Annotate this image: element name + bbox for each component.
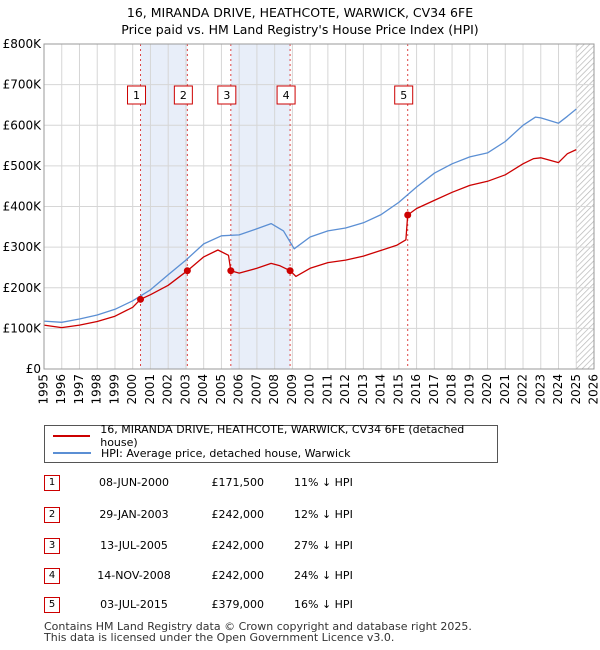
hpi-line (43, 108, 577, 323)
y-tick-label-600000: £600K (3, 118, 43, 132)
y-tick-label-200000: £200K (3, 281, 43, 295)
sale-point-5 (404, 211, 412, 219)
sale-marker-5: 5 (44, 597, 60, 613)
legend-label-property: 16, MIRANDA DRIVE, HEATHCOTE, WARWICK, C… (100, 423, 465, 449)
x-tick-label-2023: 2023 (533, 374, 547, 405)
sale-date-3: 13-JUL-2005 (100, 539, 168, 552)
sale-row-3: 3 13-JUL-2005 £242,000 27% ↓ HPI (44, 538, 444, 554)
sale-label-box-3 (217, 85, 237, 105)
sale-row-5: 5 03-JUL-2015 £379,000 16% ↓ HPI (44, 597, 444, 613)
sale-point-3 (227, 267, 235, 275)
sale-marker-3: 3 (44, 538, 60, 554)
footer: Contains HM Land Registry data © Crown c… (44, 621, 472, 643)
x-tick-label-2022: 2022 (516, 374, 530, 405)
x-tick-label-2009: 2009 (285, 374, 299, 405)
x-tick-label-2007: 2007 (249, 374, 263, 405)
x-tick-label-2017: 2017 (427, 374, 441, 405)
chart-title-line1: 16, MIRANDA DRIVE, HEATHCOTE, WARWICK, C… (126, 5, 474, 20)
x-tick-label-2018: 2018 (445, 374, 459, 405)
x-tick-label-2013: 2013 (356, 374, 370, 405)
x-tick-label-1998: 1998 (90, 374, 104, 405)
chart-title: 16, MIRANDA DRIVE, HEATHCOTE, WARWICK, C… (0, 4, 600, 38)
sale-label-box-4 (276, 85, 296, 105)
legend: 16, MIRANDA DRIVE, HEATHCOTE, WARWICK, C… (44, 423, 498, 463)
x-tick-label-2012: 2012 (338, 374, 352, 405)
sale-label-5: 5 (400, 89, 407, 102)
x-tick-label-2006: 2006 (232, 374, 246, 405)
x-tick-label-2019: 2019 (462, 374, 476, 405)
sale-label-4: 4 (283, 89, 290, 102)
footer-licence: This data is licensed under the Open Gov… (44, 631, 395, 644)
x-tick-label-2026: 2026 (587, 374, 600, 405)
x-tick-label-2004: 2004 (196, 374, 210, 405)
x-tick-label-2002: 2002 (161, 374, 175, 405)
x-tick-label-2010: 2010 (303, 374, 317, 405)
sale-date-5: 03-JUL-2015 (100, 598, 168, 611)
y-tick-label-700000: £700K (3, 78, 43, 92)
y-tick-label-0: £0 (26, 362, 41, 376)
x-tick-label-2008: 2008 (267, 374, 281, 405)
sale-hpi-3: 27% ↓ HPI (294, 539, 353, 552)
sale-point-4 (286, 267, 294, 275)
legend-item-hpi: HPI: Average price, detached house, Warw… (53, 445, 351, 461)
y-tick-label-800000: £800K (3, 37, 43, 51)
y-tick-label-500000: £500K (3, 159, 43, 173)
sale-price-4: £242,000 (211, 569, 265, 582)
sale-point-2 (183, 267, 191, 275)
sale-price-2: £242,000 (211, 508, 265, 521)
x-tick-label-1999: 1999 (107, 374, 121, 405)
legend-swatch-hpi (53, 452, 91, 454)
x-tick-label-1996: 1996 (54, 374, 68, 405)
sale-marker-4: 4 (44, 568, 60, 584)
footer-copyright: Contains HM Land Registry data © Crown c… (44, 620, 472, 633)
y-tick-label-400000: £400K (3, 200, 43, 214)
sale-date-4: 14-NOV-2008 (97, 569, 171, 582)
sale-price-3: £242,000 (211, 539, 265, 552)
x-tick-label-2003: 2003 (178, 374, 192, 405)
legend-swatch-property (53, 435, 91, 437)
sale-label-3: 3 (223, 89, 230, 102)
x-tick-label-2020: 2020 (480, 374, 494, 405)
y-tick-label-300000: £300K (3, 240, 43, 254)
sale-marker-1: 1 (44, 475, 60, 491)
x-tick-label-1997: 1997 (72, 374, 86, 405)
property-price-line (43, 149, 577, 329)
x-tick-label-2014: 2014 (374, 374, 388, 405)
sale-row-2: 2 29-JAN-2003 £242,000 12% ↓ HPI (44, 507, 444, 523)
legend-item-property: 16, MIRANDA DRIVE, HEATHCOTE, WARWICK, C… (53, 423, 497, 449)
sale-marker-2: 2 (44, 507, 60, 523)
sale-label-box-2 (173, 85, 193, 105)
sale-label-box-5 (394, 85, 414, 105)
y-tick-label-100000: £100K (3, 321, 43, 335)
legend-label-hpi: HPI: Average price, detached house, Warw… (101, 446, 351, 460)
x-tick-label-2024: 2024 (551, 374, 565, 405)
sale-row-1: 1 08-JUN-2000 £171,500 11% ↓ HPI (44, 475, 444, 491)
sale-label-box-1 (127, 85, 147, 105)
sale-price-5: £379,000 (211, 598, 265, 611)
x-tick-label-2001: 2001 (143, 374, 157, 405)
sale-row-4: 4 14-NOV-2008 £242,000 24% ↓ HPI (44, 568, 444, 584)
x-tick-label-2015: 2015 (391, 374, 405, 405)
plot-frame (43, 43, 595, 370)
x-tick-label-2000: 2000 (125, 374, 139, 405)
x-tick-label-2005: 2005 (214, 374, 228, 405)
chart-title-line2: Price paid vs. HM Land Registry's House … (121, 22, 479, 37)
sale-hpi-4: 24% ↓ HPI (294, 569, 353, 582)
price-chart: 1 2 3 4 5 £0 £100K £200K £300K £400K £500K £600K £70… (3, 37, 600, 405)
x-tick-label-2016: 2016 (409, 374, 423, 405)
sale-date-1: 08-JUN-2000 (98, 476, 170, 489)
x-tick-label-1995: 1995 (37, 374, 51, 405)
x-tick-label-2011: 2011 (320, 374, 334, 405)
sale-label-2: 2 (180, 89, 187, 102)
sale-hpi-1: 11% ↓ HPI (294, 476, 353, 489)
sale-point-1 (137, 295, 145, 303)
x-tick-label-2021: 2021 (498, 374, 512, 405)
sale-label-1: 1 (133, 89, 140, 102)
sale-date-2: 29-JAN-2003 (99, 508, 169, 521)
x-tick-label-2025: 2025 (569, 374, 583, 405)
sale-price-1: £171,500 (211, 476, 265, 489)
sale-hpi-5: 16% ↓ HPI (294, 598, 353, 611)
sale-hpi-2: 12% ↓ HPI (294, 508, 353, 521)
